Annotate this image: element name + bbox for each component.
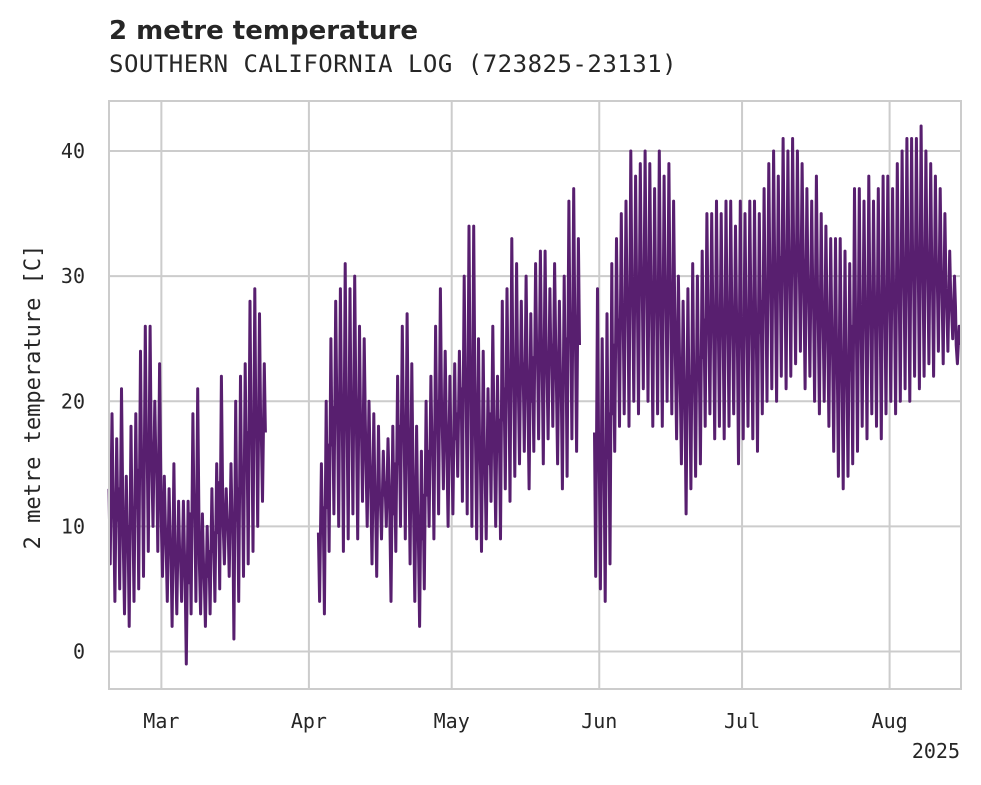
x-tick-label: Aug [872, 709, 908, 733]
x-tick-label: May [434, 709, 470, 733]
x-tick-label: Jul [724, 709, 760, 733]
x-tick-label: Jun [581, 709, 617, 733]
y-tick-label: 30 [61, 264, 85, 288]
chart-subtitle: SOUTHERN CALIFORNIA LOG (723825-23131) [109, 50, 678, 78]
x-tick-label: Mar [143, 709, 179, 733]
plot-frame [108, 100, 962, 690]
y-axis-label: 2 metre temperature [C] [21, 245, 46, 550]
temperature-series-line [107, 287, 267, 666]
y-tick-label: 20 [61, 389, 85, 413]
y-tick-label: 10 [61, 514, 85, 538]
year-label: 2025 [912, 739, 960, 763]
series-group [107, 124, 962, 666]
x-tick-label: Apr [291, 709, 327, 733]
chart-title: 2 metre temperature [109, 16, 418, 46]
temperature-series-line [316, 187, 581, 628]
y-tick-label: 40 [61, 139, 85, 163]
temperature-series-line [593, 124, 962, 603]
y-tick-label: 0 [73, 639, 85, 663]
x-tick-labels: Mar Apr May Jun Jul Aug [143, 709, 907, 733]
y-tick-labels: 0 10 20 30 40 [61, 139, 85, 663]
